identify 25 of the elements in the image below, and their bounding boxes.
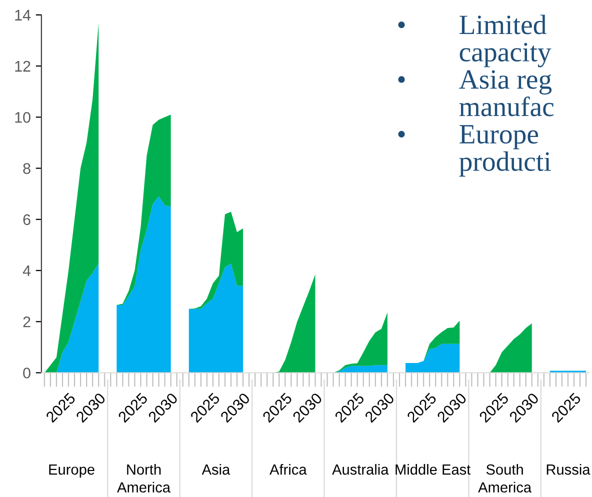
- text: Russia: [546, 464, 590, 475]
- text: Africa: [270, 464, 307, 475]
- text: North America: [117, 464, 170, 493]
- y-tick-label: 4: [22, 266, 31, 276]
- annotation: Asia reg: [459, 70, 552, 95]
- annotation: •: [398, 22, 405, 28]
- y-tick-label: 0: [23, 368, 30, 378]
- text: South America: [478, 464, 532, 493]
- y-tick-label: 12: [15, 60, 30, 72]
- annotation: producti: [459, 151, 551, 177]
- annotation: manufac: [459, 96, 554, 116]
- y-tick-label: 2: [23, 316, 30, 328]
- annotation: •: [398, 130, 405, 138]
- text: Europe: [49, 464, 94, 478]
- y-tick-label: 10: [15, 112, 30, 123]
- y-tick-label: 6: [23, 214, 30, 226]
- text: Middle East: [396, 464, 471, 475]
- annotation: Europe: [460, 125, 538, 150]
- annotation: Limited: [460, 14, 546, 34]
- text: Asia: [202, 464, 230, 475]
- y-tick-label: 14: [15, 10, 31, 20]
- text: Australia: [332, 464, 389, 475]
- y-tick-label: 8: [23, 163, 30, 174]
- annotation: capacity: [460, 42, 552, 68]
- annotation: •: [398, 76, 405, 83]
